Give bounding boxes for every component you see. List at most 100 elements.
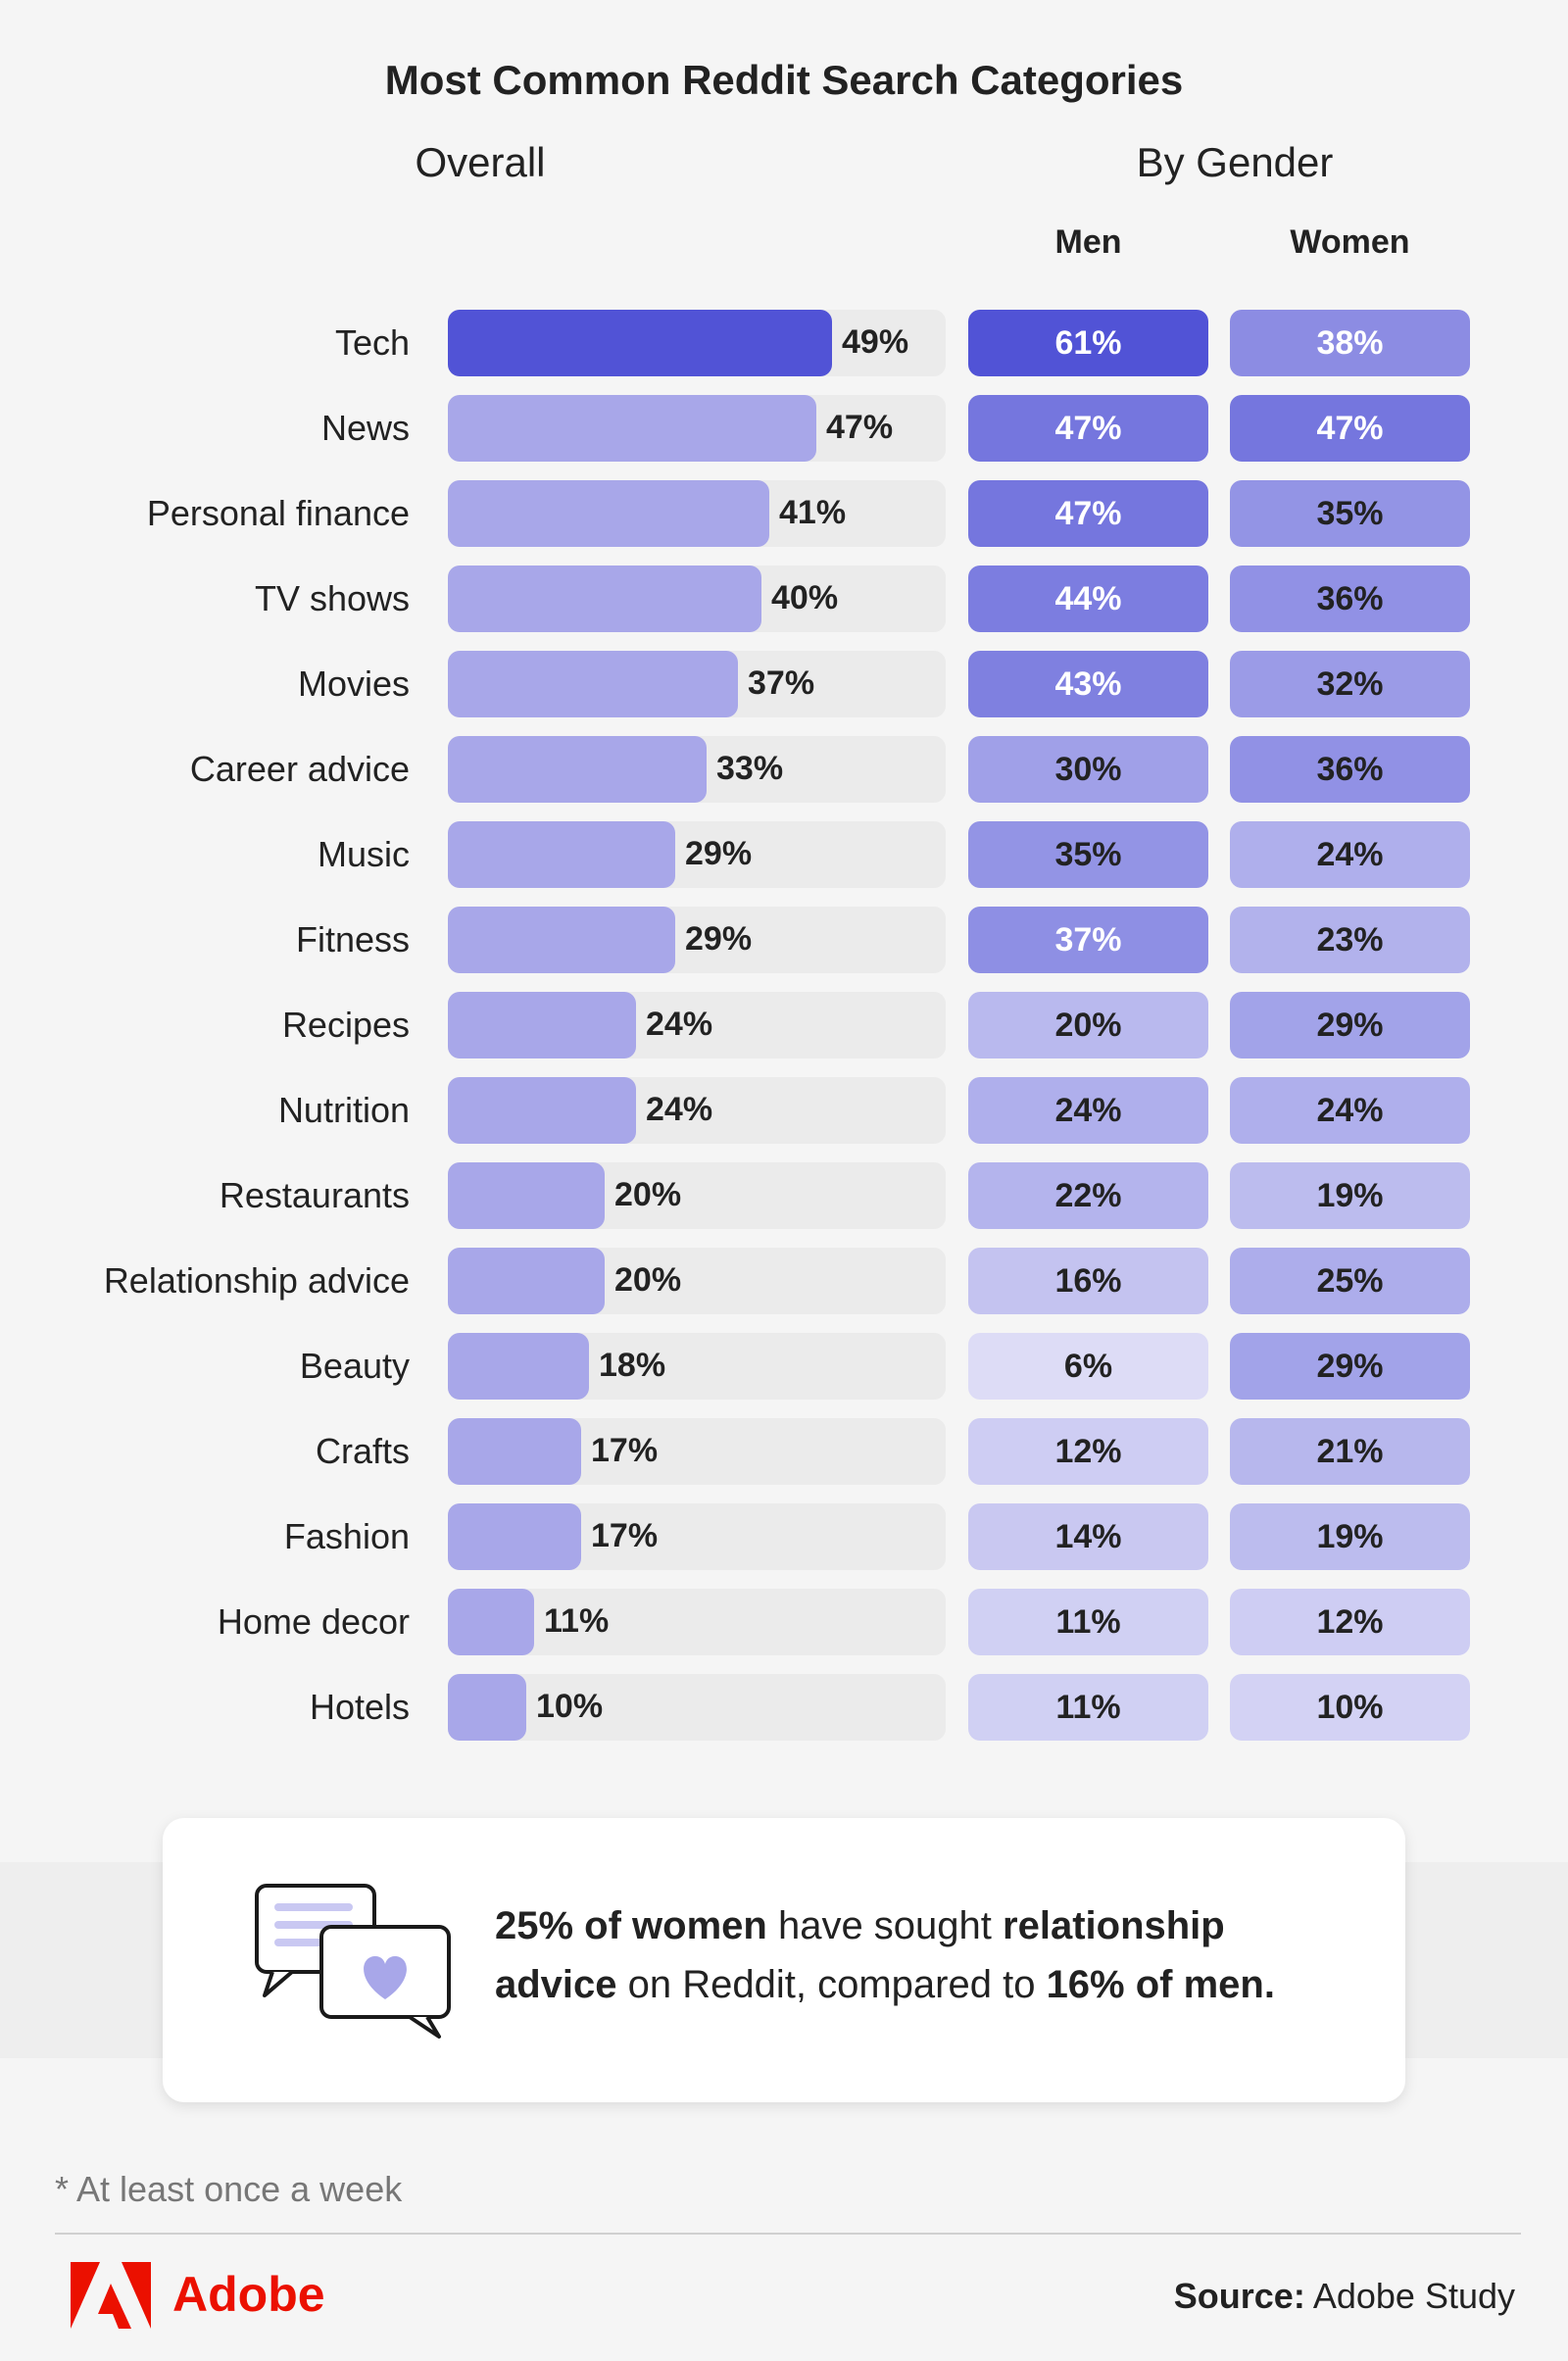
- overall-value-label: 24%: [646, 1006, 713, 1043]
- overall-value-label: 33%: [716, 750, 784, 787]
- overall-bar: [448, 1589, 534, 1655]
- men-cell: 12%: [968, 1418, 1208, 1485]
- overall-value-label: 18%: [599, 1347, 666, 1384]
- overall-bar: [448, 736, 707, 803]
- women-cell: 29%: [1230, 1333, 1470, 1400]
- overall-value-label: 11%: [544, 1602, 610, 1640]
- men-cell: 22%: [968, 1162, 1208, 1229]
- women-cell: 24%: [1230, 1077, 1470, 1144]
- callout-text: 25% of women have sought relationship ad…: [495, 1896, 1357, 2014]
- women-cell: 10%: [1230, 1674, 1470, 1741]
- source-value: Adobe Study: [1312, 2276, 1515, 2316]
- overall-value-label: 17%: [591, 1432, 659, 1469]
- women-cell: 24%: [1230, 821, 1470, 888]
- by-gender-header: By Gender: [1136, 139, 1334, 185]
- category-label: Beauty: [299, 1346, 410, 1386]
- men-cell: 44%: [968, 566, 1208, 632]
- overall-bar: [448, 992, 636, 1058]
- women-cell: 35%: [1230, 480, 1470, 547]
- overall-value-label: 41%: [779, 494, 847, 531]
- men-cell: 16%: [968, 1248, 1208, 1314]
- overall-value-label: 17%: [591, 1517, 659, 1554]
- chart-title: Most Common Reddit Search Categories: [384, 57, 1184, 103]
- overall-value-label: 29%: [685, 835, 753, 872]
- men-cell: 43%: [968, 651, 1208, 717]
- overall-bar: [448, 1418, 581, 1485]
- category-label: Recipes: [281, 1005, 410, 1045]
- men-cell: 37%: [968, 907, 1208, 973]
- footer-divider: [55, 2233, 1521, 2235]
- overall-bar: [448, 480, 769, 547]
- category-label: TV shows: [254, 578, 410, 618]
- men-column-header: Men: [1054, 223, 1122, 261]
- callout-text-part: have sought: [766, 1904, 1004, 1947]
- callout-text-part: on Reddit, compared to: [616, 1963, 1047, 2006]
- footnote: * At least once a week: [55, 2169, 403, 2209]
- women-cell: 36%: [1230, 736, 1470, 803]
- source-credit: Source: Adobe Study: [1174, 2276, 1515, 2317]
- overall-bar: [448, 651, 738, 717]
- women-cell: 25%: [1230, 1248, 1470, 1314]
- women-cell: 19%: [1230, 1503, 1470, 1570]
- men-cell: 47%: [968, 480, 1208, 547]
- overall-value-label: 20%: [614, 1261, 682, 1299]
- overall-value-label: 49%: [842, 323, 909, 361]
- category-label: Fitness: [295, 919, 410, 959]
- men-cell: 30%: [968, 736, 1208, 803]
- category-label: Tech: [334, 322, 410, 363]
- overall-bar: [448, 566, 761, 632]
- women-cell: 32%: [1230, 651, 1470, 717]
- women-cell: 29%: [1230, 992, 1470, 1058]
- women-cell: 36%: [1230, 566, 1470, 632]
- women-cell: 23%: [1230, 907, 1470, 973]
- source-label: Source:: [1173, 2276, 1305, 2316]
- callout-text-part: 25% of women: [495, 1904, 767, 1947]
- overall-value-label: 20%: [614, 1176, 682, 1213]
- overall-bar: [448, 395, 816, 462]
- overall-value-label: 47%: [826, 409, 894, 446]
- overall-bar: [448, 1674, 526, 1741]
- callout-text-part: relationship advice: [495, 1904, 1225, 2006]
- overall-bar: [448, 310, 832, 376]
- bar-track: [448, 1674, 946, 1741]
- category-label: Music: [317, 834, 410, 874]
- men-cell: 61%: [968, 310, 1208, 376]
- men-cell: 11%: [968, 1589, 1208, 1655]
- category-label: Restaurants: [219, 1175, 410, 1215]
- overall-header: Overall: [415, 139, 546, 185]
- women-cell: 19%: [1230, 1162, 1470, 1229]
- callout-text-part: 16% of men.: [1046, 1963, 1275, 2006]
- adobe-logo-icon: [71, 2262, 151, 2329]
- women-cell: 38%: [1230, 310, 1470, 376]
- overall-bar: [448, 1503, 581, 1570]
- overall-value-label: 37%: [748, 664, 815, 702]
- women-cell: 47%: [1230, 395, 1470, 462]
- men-cell: 47%: [968, 395, 1208, 462]
- category-label: Hotels: [309, 1687, 410, 1727]
- category-label: Relationship advice: [103, 1260, 410, 1301]
- men-cell: 24%: [968, 1077, 1208, 1144]
- overall-value-label: 29%: [685, 920, 753, 958]
- overall-bar: [448, 907, 675, 973]
- chat-heart-icon: [255, 1884, 451, 2039]
- category-label: News: [320, 408, 410, 448]
- category-label: Personal finance: [146, 493, 410, 533]
- women-cell: 21%: [1230, 1418, 1470, 1485]
- men-cell: 35%: [968, 821, 1208, 888]
- overall-bar: [448, 1077, 636, 1144]
- brand-name: Adobe: [172, 2267, 325, 2322]
- overall-bar: [448, 821, 675, 888]
- category-label: Fashion: [283, 1516, 410, 1556]
- overall-value-label: 10%: [536, 1688, 604, 1725]
- overall-value-label: 40%: [771, 579, 839, 616]
- men-cell: 20%: [968, 992, 1208, 1058]
- overall-bar: [448, 1162, 605, 1229]
- men-cell: 6%: [968, 1333, 1208, 1400]
- category-label: Crafts: [315, 1431, 410, 1471]
- overall-value-label: 24%: [646, 1091, 713, 1128]
- category-label: Movies: [297, 664, 410, 704]
- women-cell: 12%: [1230, 1589, 1470, 1655]
- category-label: Career advice: [189, 749, 410, 789]
- men-cell: 14%: [968, 1503, 1208, 1570]
- category-label: Home decor: [217, 1601, 410, 1642]
